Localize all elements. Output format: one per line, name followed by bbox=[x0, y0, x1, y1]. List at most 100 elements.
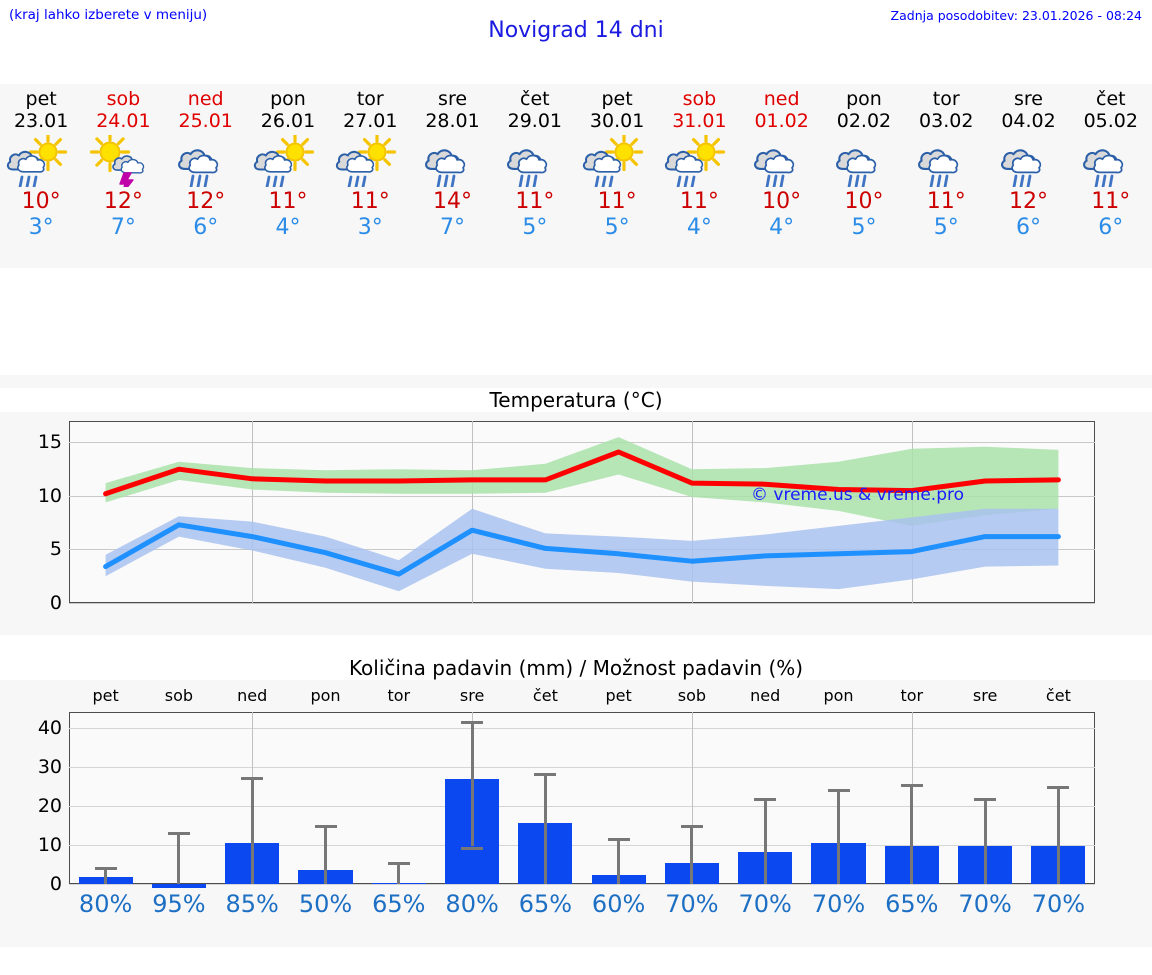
precipitation-error-bar bbox=[397, 862, 401, 884]
precipitation-error-cap bbox=[900, 784, 923, 788]
precipitation-day-label: ned bbox=[750, 686, 781, 705]
forecast-day-name: ned bbox=[763, 88, 800, 110]
temperature-series-layer bbox=[69, 421, 1095, 603]
precipitation-error-cap bbox=[241, 777, 264, 781]
forecast-temp-min: 3° bbox=[357, 215, 383, 240]
y-axis-tick-label: 40 bbox=[37, 716, 62, 739]
forecast-day-name: sre bbox=[1014, 88, 1043, 110]
precipitation-probability: 60% bbox=[591, 890, 646, 918]
sun-cloud-rain-icon bbox=[249, 135, 327, 187]
temperature-chart-panel: Temperatura (°C) 0 5 10 15 © vreme.us & vrem… bbox=[0, 375, 1152, 635]
gridline bbox=[69, 884, 1095, 885]
precipitation-day-label: pon bbox=[823, 686, 854, 705]
y-axis-tick-label: 20 bbox=[37, 794, 62, 817]
forecast-temp-min: 6° bbox=[1098, 215, 1124, 240]
sun-cloud-rain-icon bbox=[331, 135, 409, 187]
forecast-day-date: 23.01 bbox=[13, 110, 69, 132]
forecast-day-name: sob bbox=[106, 88, 141, 110]
precipitation-error-bar bbox=[837, 789, 840, 884]
forecast-day-column[interactable]: ned 01.02 10° 4° bbox=[741, 84, 823, 268]
precipitation-error-cap bbox=[167, 832, 190, 836]
forecast-day-column[interactable]: pet 30.01 11° 5° bbox=[576, 84, 658, 268]
forecast-day-date: 28.01 bbox=[425, 110, 480, 132]
cloud-rain-icon bbox=[743, 135, 821, 187]
precipitation-plot: 0 10 20 30 40 pet sob ned pon tor sre čet pet sob ned p… bbox=[38, 686, 1095, 918]
gridline bbox=[69, 766, 1095, 768]
forecast-temp-min: 5° bbox=[851, 215, 877, 240]
forecast-day-column[interactable]: čet 05.02 11° 6° bbox=[1070, 84, 1152, 268]
forecast-day-name: tor bbox=[356, 88, 384, 110]
forecast-day-column[interactable]: tor 27.01 11° 3° bbox=[329, 84, 411, 268]
forecast-day-name: čet bbox=[1096, 88, 1126, 110]
forecast-day-date: 05.02 bbox=[1083, 110, 1138, 132]
forecast-day-date: 29.01 bbox=[507, 110, 563, 132]
vertical-gridline bbox=[691, 712, 693, 884]
precipitation-probability: 65% bbox=[372, 890, 426, 918]
forecast-day-column[interactable]: sre 28.01 14° 7° bbox=[411, 84, 493, 268]
forecast-day-name: pon bbox=[270, 88, 306, 110]
precipitation-axis-frame bbox=[69, 712, 1095, 884]
forecast-day-column[interactable]: tor 03.02 11° 5° bbox=[905, 84, 987, 268]
cloud-rain-icon bbox=[167, 135, 245, 187]
page-title: Novigrad 14 dni bbox=[488, 18, 664, 43]
precipitation-error-cap bbox=[974, 797, 997, 801]
precipitation-bar[interactable] bbox=[151, 884, 206, 888]
gridline bbox=[69, 442, 1095, 444]
precipitation-error-bar bbox=[250, 777, 254, 884]
precipitation-day-label: tor bbox=[387, 686, 411, 705]
forecast-day-column[interactable]: ned 25.01 12° 6° bbox=[165, 84, 247, 268]
precipitation-day-label: tor bbox=[900, 686, 924, 705]
forecast-temp-max: 11° bbox=[350, 189, 390, 214]
gridline bbox=[69, 727, 1095, 729]
precipitation-error-bar bbox=[763, 798, 767, 884]
forecast-day-column[interactable]: sob 31.01 11° 4° bbox=[658, 84, 740, 268]
precipitation-probability: 50% bbox=[298, 890, 353, 918]
gridline bbox=[69, 805, 1095, 807]
precipitation-day-label: ned bbox=[237, 686, 268, 705]
forecast-day-name: sre bbox=[438, 88, 468, 110]
precipitation-error-cap bbox=[754, 798, 777, 802]
precipitation-error-cap bbox=[461, 846, 484, 850]
chart-watermark: © vreme.us & vreme.pro bbox=[751, 485, 965, 505]
forecast-temp-min: 5° bbox=[933, 215, 959, 240]
precipitation-day-label: pet bbox=[605, 686, 632, 705]
forecast-temp-max: 11° bbox=[268, 189, 308, 214]
precipitation-day-label: sre bbox=[972, 686, 998, 705]
precipitation-probability: 65% bbox=[518, 890, 573, 918]
location-menu-note[interactable]: (kraj lahko izberete v meniju) bbox=[9, 7, 208, 23]
cloud-rain-icon bbox=[414, 135, 492, 187]
precipitation-error-bar bbox=[177, 832, 181, 884]
precipitation-probability: 85% bbox=[225, 890, 279, 918]
precipitation-probability: 70% bbox=[665, 890, 719, 918]
sun-cloud-thunder-icon bbox=[84, 135, 162, 187]
forecast-day-column[interactable]: pon 26.01 11° 4° bbox=[247, 84, 329, 268]
forecast-temp-min: 4° bbox=[686, 215, 712, 240]
y-axis-tick-label: 0 bbox=[49, 592, 62, 614]
forecast-temp-min: 3° bbox=[28, 215, 54, 240]
precipitation-error-bar bbox=[324, 824, 327, 884]
forecast-day-name: sob bbox=[682, 88, 717, 110]
forecast-temp-max: 12° bbox=[103, 189, 143, 214]
vertical-gridline bbox=[691, 421, 693, 603]
forecast-day-column[interactable]: pon 02.02 10° 5° bbox=[823, 84, 905, 268]
forecast-temp-max: 10° bbox=[762, 189, 802, 214]
forecast-day-name: pet bbox=[25, 88, 57, 110]
forecast-day-date: 03.02 bbox=[919, 110, 974, 132]
temperature-chart-title: Temperatura (°C) bbox=[0, 388, 1152, 412]
gridline bbox=[69, 603, 1095, 604]
precipitation-probability: 65% bbox=[885, 890, 939, 918]
forecast-temp-max: 14° bbox=[433, 189, 473, 214]
precipitation-probability: 70% bbox=[811, 890, 866, 918]
forecast-day-column[interactable]: sre 04.02 12° 6° bbox=[987, 84, 1069, 268]
gridline bbox=[69, 844, 1095, 846]
precipitation-day-label: sob bbox=[164, 686, 194, 705]
forecast-day-column[interactable]: čet 29.01 11° 5° bbox=[494, 84, 576, 268]
forecast-day-column[interactable]: pet 23.01 10° 3° bbox=[0, 84, 82, 268]
forecast-day-date: 24.01 bbox=[96, 110, 151, 132]
precipitation-error-cap bbox=[1047, 786, 1070, 790]
sun-cloud-rain-icon bbox=[660, 135, 738, 187]
forecast-day-column[interactable]: sob 24.01 12° 7° bbox=[82, 84, 164, 268]
forecast-day-name: pet bbox=[601, 88, 633, 110]
vertical-gridline bbox=[252, 421, 254, 603]
y-axis-tick-label: 5 bbox=[49, 538, 62, 561]
